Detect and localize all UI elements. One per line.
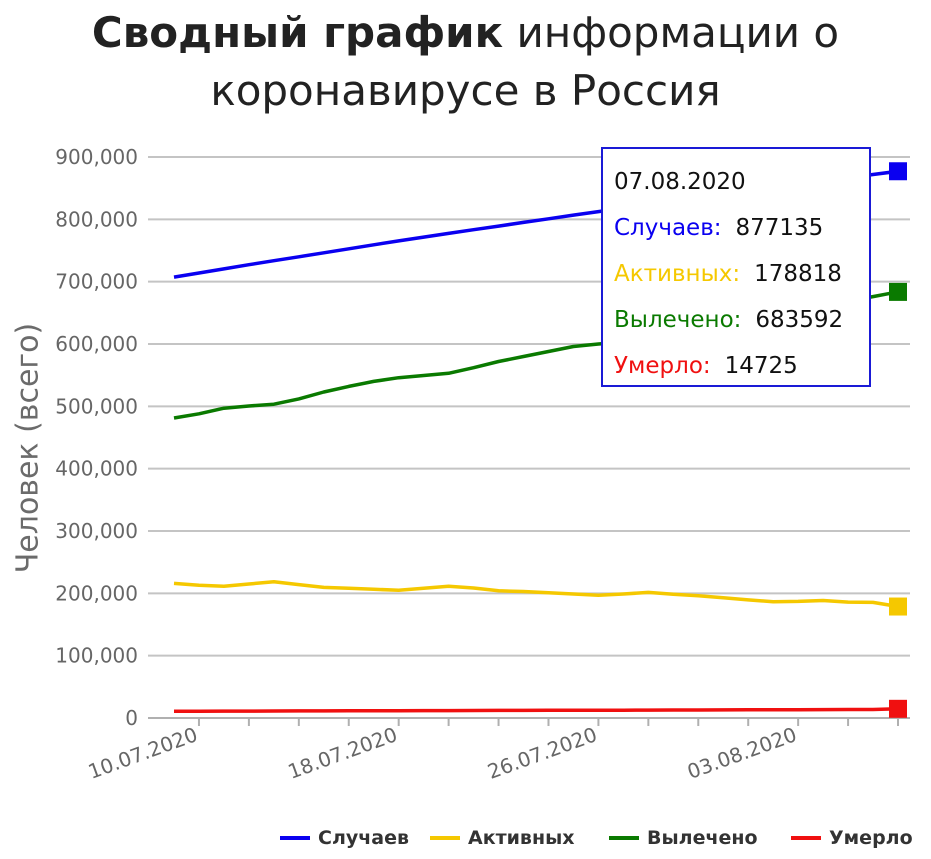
- tooltip-recovered-label: Вылечено:: [614, 307, 742, 333]
- legend-item-cases[interactable]: Случаев: [280, 827, 409, 849]
- x-tick-label: 18.07.2020: [285, 722, 401, 784]
- tooltip-deaths-label: Умерло:: [614, 353, 711, 379]
- tooltip-row-deaths: Умерло: 14725: [614, 349, 869, 395]
- chart-legend: Случаев Активных Вылечено Умерло: [0, 827, 931, 853]
- y-axis-ticks: 0 100,000 200,000 300,000 400,000 500,000 600,…: [55, 145, 138, 730]
- y-tick-label: 800,000: [55, 207, 138, 231]
- title-line-1: Сводный график информации о: [0, 4, 931, 62]
- tooltip-deaths-value: 14725: [724, 353, 798, 379]
- tooltip-cases-value: 877135: [735, 215, 824, 241]
- y-tick-label: 200,000: [55, 581, 138, 605]
- legend-swatch-cases: [280, 836, 310, 840]
- series-end-marker[interactable]: [889, 597, 907, 616]
- legend-swatch-active: [430, 836, 460, 840]
- tooltip-cases-label: Случаев:: [614, 215, 722, 241]
- data-tooltip: 07.08.2020 Случаев: 877135 Активных: 17881…: [601, 147, 871, 387]
- tooltip-active-value: 178818: [754, 261, 842, 287]
- title-line-2: коронавирусе в Россия: [210, 66, 721, 115]
- tooltip-row-active: Активных: 178818: [614, 257, 869, 303]
- legend-item-recovered[interactable]: Вылечено: [609, 827, 758, 849]
- tooltip-row-recovered: Вылечено: 683592: [614, 303, 869, 349]
- y-tick-label: 300,000: [55, 519, 138, 543]
- series-end-marker[interactable]: [889, 282, 907, 301]
- series-end-marker[interactable]: [889, 699, 907, 718]
- legend-swatch-recovered: [609, 836, 639, 840]
- series-line: [174, 707, 899, 713]
- y-tick-label: 100,000: [55, 644, 138, 668]
- y-tick-label: 900,000: [55, 145, 138, 169]
- y-tick-label: 700,000: [55, 270, 138, 294]
- chart-title: Сводный график информации о коронавирусе…: [0, 4, 931, 120]
- tooltip-recovered-value: 683592: [755, 307, 844, 333]
- y-tick-label: 600,000: [55, 332, 138, 356]
- y-tick-label: 0: [125, 706, 138, 730]
- legend-swatch-deaths: [791, 836, 821, 840]
- legend-label-active: Активных: [468, 827, 575, 849]
- tooltip-active-label: Активных:: [614, 261, 741, 287]
- series-end-marker[interactable]: [889, 162, 907, 181]
- legend-item-active[interactable]: Активных: [430, 827, 575, 849]
- y-tick-label: 400,000: [55, 457, 138, 481]
- series-line: [173, 580, 899, 609]
- x-tick-label: 03.08.2020: [684, 722, 800, 784]
- legend-item-deaths[interactable]: Умерло: [791, 827, 913, 849]
- y-axis-label: Человек (всего): [10, 322, 46, 574]
- x-tick-label: 26.07.2020: [484, 722, 600, 784]
- title-rest: информации о: [516, 8, 840, 57]
- legend-label-recovered: Вылечено: [647, 827, 758, 849]
- x-axis: 10.07.2020 18.07.2020 26.07.2020 03.08.2020: [85, 718, 899, 784]
- end-markers: [889, 162, 907, 718]
- title-bold: Сводный график: [91, 8, 504, 57]
- legend-label-deaths: Умерло: [829, 827, 913, 849]
- legend-label-cases: Случаев: [318, 827, 410, 849]
- x-tick-label: 10.07.2020: [85, 722, 201, 784]
- tooltip-row-cases: Случаев: 877135: [614, 211, 869, 257]
- tooltip-date: 07.08.2020: [614, 169, 746, 195]
- y-tick-label: 500,000: [55, 394, 138, 418]
